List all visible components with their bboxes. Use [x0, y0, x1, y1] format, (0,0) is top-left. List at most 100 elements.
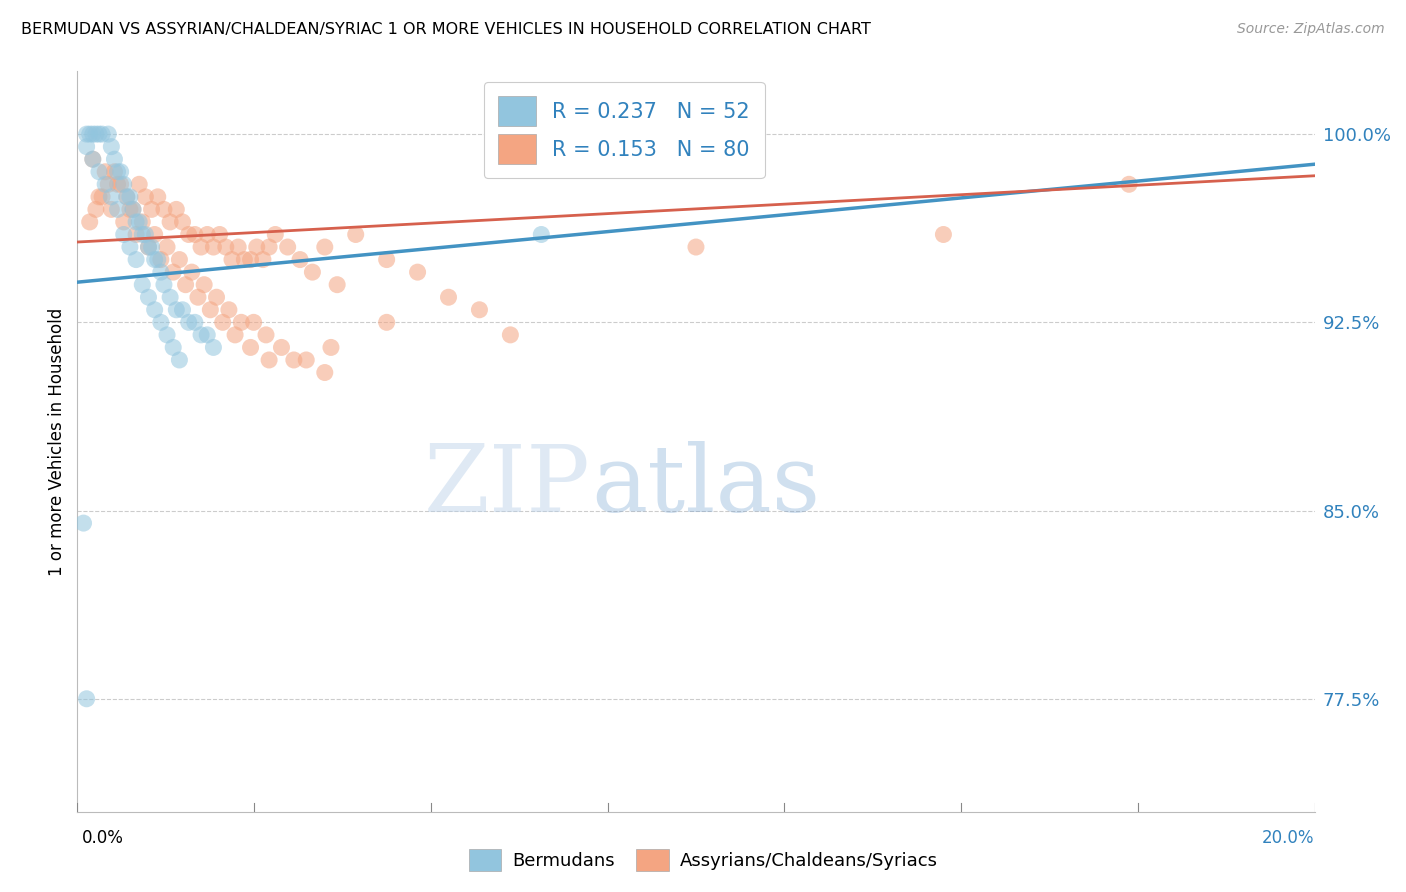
Point — [128, 178, 150, 192]
Point — [87, 127, 110, 141]
Point — [143, 227, 166, 242]
Point — [79, 127, 101, 141]
Point — [205, 290, 228, 304]
Point — [169, 252, 191, 267]
Point — [146, 190, 169, 204]
Point — [141, 202, 163, 217]
Point — [143, 302, 166, 317]
Point — [202, 240, 225, 254]
Point — [87, 190, 110, 204]
Point — [131, 227, 153, 242]
Point — [149, 252, 172, 267]
Point — [218, 302, 240, 317]
Point — [195, 327, 218, 342]
Point — [84, 202, 107, 217]
Point — [174, 277, 197, 292]
Point — [314, 240, 336, 254]
Point — [190, 240, 212, 254]
Point — [177, 227, 200, 242]
Point — [211, 315, 233, 329]
Point — [530, 227, 553, 242]
Point — [226, 240, 249, 254]
Point — [79, 215, 101, 229]
Text: BERMUDAN VS ASSYRIAN/CHALDEAN/SYRIAC 1 OR MORE VEHICLES IN HOUSEHOLD CORRELATION: BERMUDAN VS ASSYRIAN/CHALDEAN/SYRIAC 1 O… — [21, 22, 870, 37]
Point — [156, 327, 179, 342]
Point — [82, 152, 104, 166]
Point — [169, 353, 191, 368]
Point — [87, 165, 110, 179]
Point — [138, 290, 160, 304]
Point — [103, 165, 125, 179]
Point — [128, 215, 150, 229]
Point — [125, 252, 148, 267]
Point — [125, 215, 148, 229]
Point — [159, 290, 181, 304]
Point — [1118, 178, 1140, 192]
Point — [221, 252, 243, 267]
Point — [82, 152, 104, 166]
Point — [375, 252, 398, 267]
Point — [215, 240, 238, 254]
Point — [134, 190, 156, 204]
Point — [143, 252, 166, 267]
Point — [184, 315, 207, 329]
Point — [277, 240, 299, 254]
Point — [932, 227, 955, 242]
Point — [76, 127, 98, 141]
Point — [257, 353, 280, 368]
Point — [118, 190, 141, 204]
Point — [76, 139, 98, 153]
Point — [100, 139, 122, 153]
Point — [301, 265, 323, 279]
Point — [165, 302, 187, 317]
Point — [200, 302, 222, 317]
Point — [406, 265, 429, 279]
Point — [184, 227, 207, 242]
Point — [172, 215, 194, 229]
Point — [208, 227, 231, 242]
Point — [107, 178, 129, 192]
Point — [156, 240, 179, 254]
Point — [112, 178, 135, 192]
Point — [375, 315, 398, 329]
Point — [115, 190, 138, 204]
Point — [195, 227, 218, 242]
Text: 20.0%: 20.0% — [1263, 829, 1315, 847]
Point — [246, 240, 269, 254]
Point — [254, 327, 277, 342]
Point — [326, 277, 349, 292]
Y-axis label: 1 or more Vehicles in Household: 1 or more Vehicles in Household — [48, 308, 66, 575]
Point — [107, 202, 129, 217]
Point — [187, 290, 209, 304]
Point — [82, 127, 104, 141]
Point — [131, 215, 153, 229]
Point — [112, 227, 135, 242]
Text: atlas: atlas — [591, 441, 820, 531]
Point — [141, 240, 163, 254]
Point — [190, 327, 212, 342]
Point — [91, 190, 114, 204]
Point — [270, 340, 292, 354]
Point — [437, 290, 460, 304]
Point — [115, 190, 138, 204]
Point — [103, 152, 125, 166]
Point — [314, 366, 336, 380]
Point — [138, 240, 160, 254]
Point — [107, 165, 129, 179]
Legend: Bermudans, Assyrians/Chaldeans/Syriacs: Bermudans, Assyrians/Chaldeans/Syriacs — [461, 842, 945, 879]
Point — [91, 127, 114, 141]
Point — [685, 240, 707, 254]
Point — [76, 691, 98, 706]
Legend: R = 0.237   N = 52, R = 0.153   N = 80: R = 0.237 N = 52, R = 0.153 N = 80 — [484, 82, 765, 178]
Point — [134, 227, 156, 242]
Point — [283, 353, 305, 368]
Text: Source: ZipAtlas.com: Source: ZipAtlas.com — [1237, 22, 1385, 37]
Point — [233, 252, 256, 267]
Point — [97, 127, 120, 141]
Point — [159, 215, 181, 229]
Point — [202, 340, 225, 354]
Point — [172, 302, 194, 317]
Point — [193, 277, 215, 292]
Point — [110, 178, 132, 192]
Point — [94, 165, 117, 179]
